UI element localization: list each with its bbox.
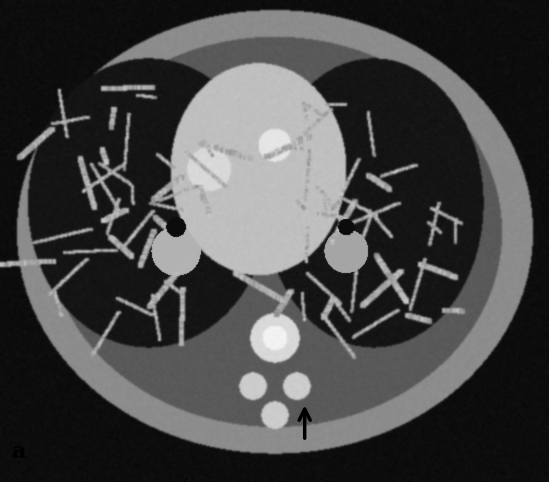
Text: a: a bbox=[11, 441, 25, 463]
